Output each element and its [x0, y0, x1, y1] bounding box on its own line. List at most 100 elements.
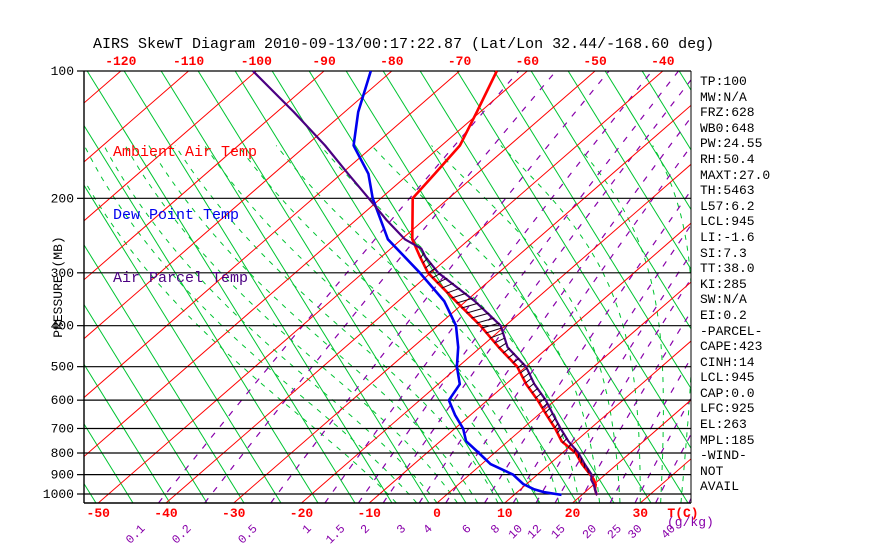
hatch-mark	[481, 322, 500, 329]
hatch-mark	[535, 392, 542, 399]
temp-bottom-tick-label: 30	[632, 506, 648, 521]
dry-adiabat-line	[493, 71, 691, 390]
mixing-ratio-tick-label: 25	[605, 522, 625, 542]
hatch-mark	[516, 362, 525, 369]
pressure-tick-label: 800	[51, 446, 74, 461]
hatch-mark	[489, 332, 504, 339]
stats-panel: TP:100 MW:N/A FRZ:628 WB0:648 PW:24.55 RH:50.…	[700, 74, 770, 495]
dry-adiabat-line	[604, 71, 691, 211]
temp-top-tick-label: -60	[516, 54, 540, 69]
temp-bottom-tick-label: 10	[497, 506, 513, 521]
legend-item-ambient: Ambient Air Temp	[113, 144, 258, 161]
hatch-mark	[531, 387, 539, 394]
stats-line: -WIND-	[700, 448, 747, 464]
mixing-ratio-tick-label: 0.1	[123, 522, 148, 547]
dry-adiabat-line	[641, 71, 691, 151]
dry-adiabat-line	[530, 71, 691, 330]
legend-item-dewpoint: Dew Point Temp	[113, 207, 240, 224]
stats-line: PW:24.55	[700, 136, 763, 152]
stats-line: -PARCEL-	[700, 323, 763, 339]
temp-top-tick-label: -90	[312, 54, 336, 69]
stats-line: FRZ:628	[700, 105, 755, 121]
mixing-ratio-tick-label: 15	[548, 522, 568, 542]
dry-adiabat-line	[84, 482, 97, 503]
isotherm-line	[84, 71, 325, 281]
stats-line: LCL:945	[700, 214, 755, 230]
temp-bottom-tick-label: -20	[290, 506, 314, 521]
hatch-mark	[466, 307, 484, 314]
pressure-tick-label: 900	[51, 468, 74, 483]
dry-adiabat-line	[123, 71, 393, 503]
temp-axis-unit-label: T(C)	[667, 506, 698, 521]
dry-adiabat-line	[84, 303, 208, 503]
hatch-mark	[498, 342, 507, 349]
hatch-mark	[431, 272, 442, 279]
stats-line: SI:7.3	[700, 245, 747, 261]
temp-top-tick-label: -50	[583, 54, 607, 69]
mixing-ratio-tick-label: 2	[358, 522, 373, 537]
dewpoint-curve	[352, 70, 562, 497]
page-title: AIRS SkewT Diagram 2010-09-13/00:17:22.8…	[93, 36, 715, 53]
hatch-mark	[554, 422, 559, 429]
hatch-mark	[573, 448, 576, 454]
stats-line: MAXT:27.0	[700, 167, 771, 183]
hatch-mark	[493, 337, 505, 344]
mixing-ratio-line	[535, 252, 691, 503]
hatch-mark	[538, 397, 546, 404]
stats-line: CINH:14	[700, 354, 755, 370]
stats-line: TP:100	[700, 74, 747, 89]
hatch-mark	[550, 417, 556, 424]
isotherm-line	[84, 71, 257, 222]
isotherm-line	[0, 71, 53, 503]
hatch-mark	[562, 437, 568, 444]
isotherm-line	[301, 163, 691, 503]
hatch-mark	[547, 412, 554, 419]
temp-bottom-tick-label: -30	[222, 506, 246, 521]
mixing-ratio-line	[484, 189, 691, 503]
pressure-tick-label: 600	[51, 393, 74, 408]
pressure-tick-label: 500	[51, 360, 74, 375]
mixing-ratio-tick-label: 0.2	[169, 522, 194, 547]
pressure-axis-label: PRESSURE (MB)	[51, 236, 66, 337]
mixing-ratio-line	[324, 71, 653, 503]
isotherm-line	[84, 71, 189, 163]
legend-item-parcel: Air Parcel Temp	[113, 270, 249, 287]
isotherm-line	[97, 71, 596, 503]
hatch-mark	[583, 463, 586, 469]
mixing-ratio-tick-label: 1	[300, 522, 315, 537]
stats-line: TT:38.0	[700, 261, 755, 277]
mixing-ratio-tick-label: 8	[488, 522, 503, 537]
temp-top-tick-label: -40	[651, 54, 675, 69]
pressure-tick-label: 100	[51, 64, 74, 79]
stats-line: EI:0.2	[700, 307, 747, 323]
isotherm-line	[84, 71, 528, 458]
mixing-ratio-tick-label: 10	[506, 522, 526, 542]
pressure-tick-label: 200	[51, 191, 74, 206]
hatch-mark	[451, 292, 467, 299]
hatch-mark	[471, 312, 490, 319]
hatch-mark	[422, 257, 428, 264]
hatch-mark	[502, 347, 511, 354]
temp-bottom-tick-label: 20	[565, 506, 581, 521]
stats-line: LFC:925	[700, 401, 755, 417]
mixing-ratio-tick-label: 6	[459, 522, 474, 537]
mixing-ratio-tick-label: 4	[421, 522, 436, 537]
stats-line: MPL:185	[700, 432, 755, 448]
isotherm-line	[368, 222, 691, 503]
temp-bottom-tick-label: -40	[154, 506, 178, 521]
dry-adiabat-line	[419, 71, 689, 503]
parcel-curve	[252, 70, 599, 496]
hatch-mark	[527, 382, 535, 389]
dry-adiabat-line	[382, 71, 652, 503]
stats-line: SW:N/A	[700, 292, 747, 308]
dry-adiabat-line	[86, 71, 356, 503]
mixing-ratio-tick-label: 20	[580, 522, 600, 542]
dry-adiabat-line	[84, 243, 245, 503]
grid-lines	[0, 71, 691, 503]
mixing-ratio-tick-label: 0.5	[235, 522, 260, 547]
hatch-mark	[541, 402, 548, 409]
mixing-ratio-line	[554, 277, 691, 503]
hatch-mark	[525, 377, 532, 384]
mixing-ratio-line	[204, 71, 557, 503]
